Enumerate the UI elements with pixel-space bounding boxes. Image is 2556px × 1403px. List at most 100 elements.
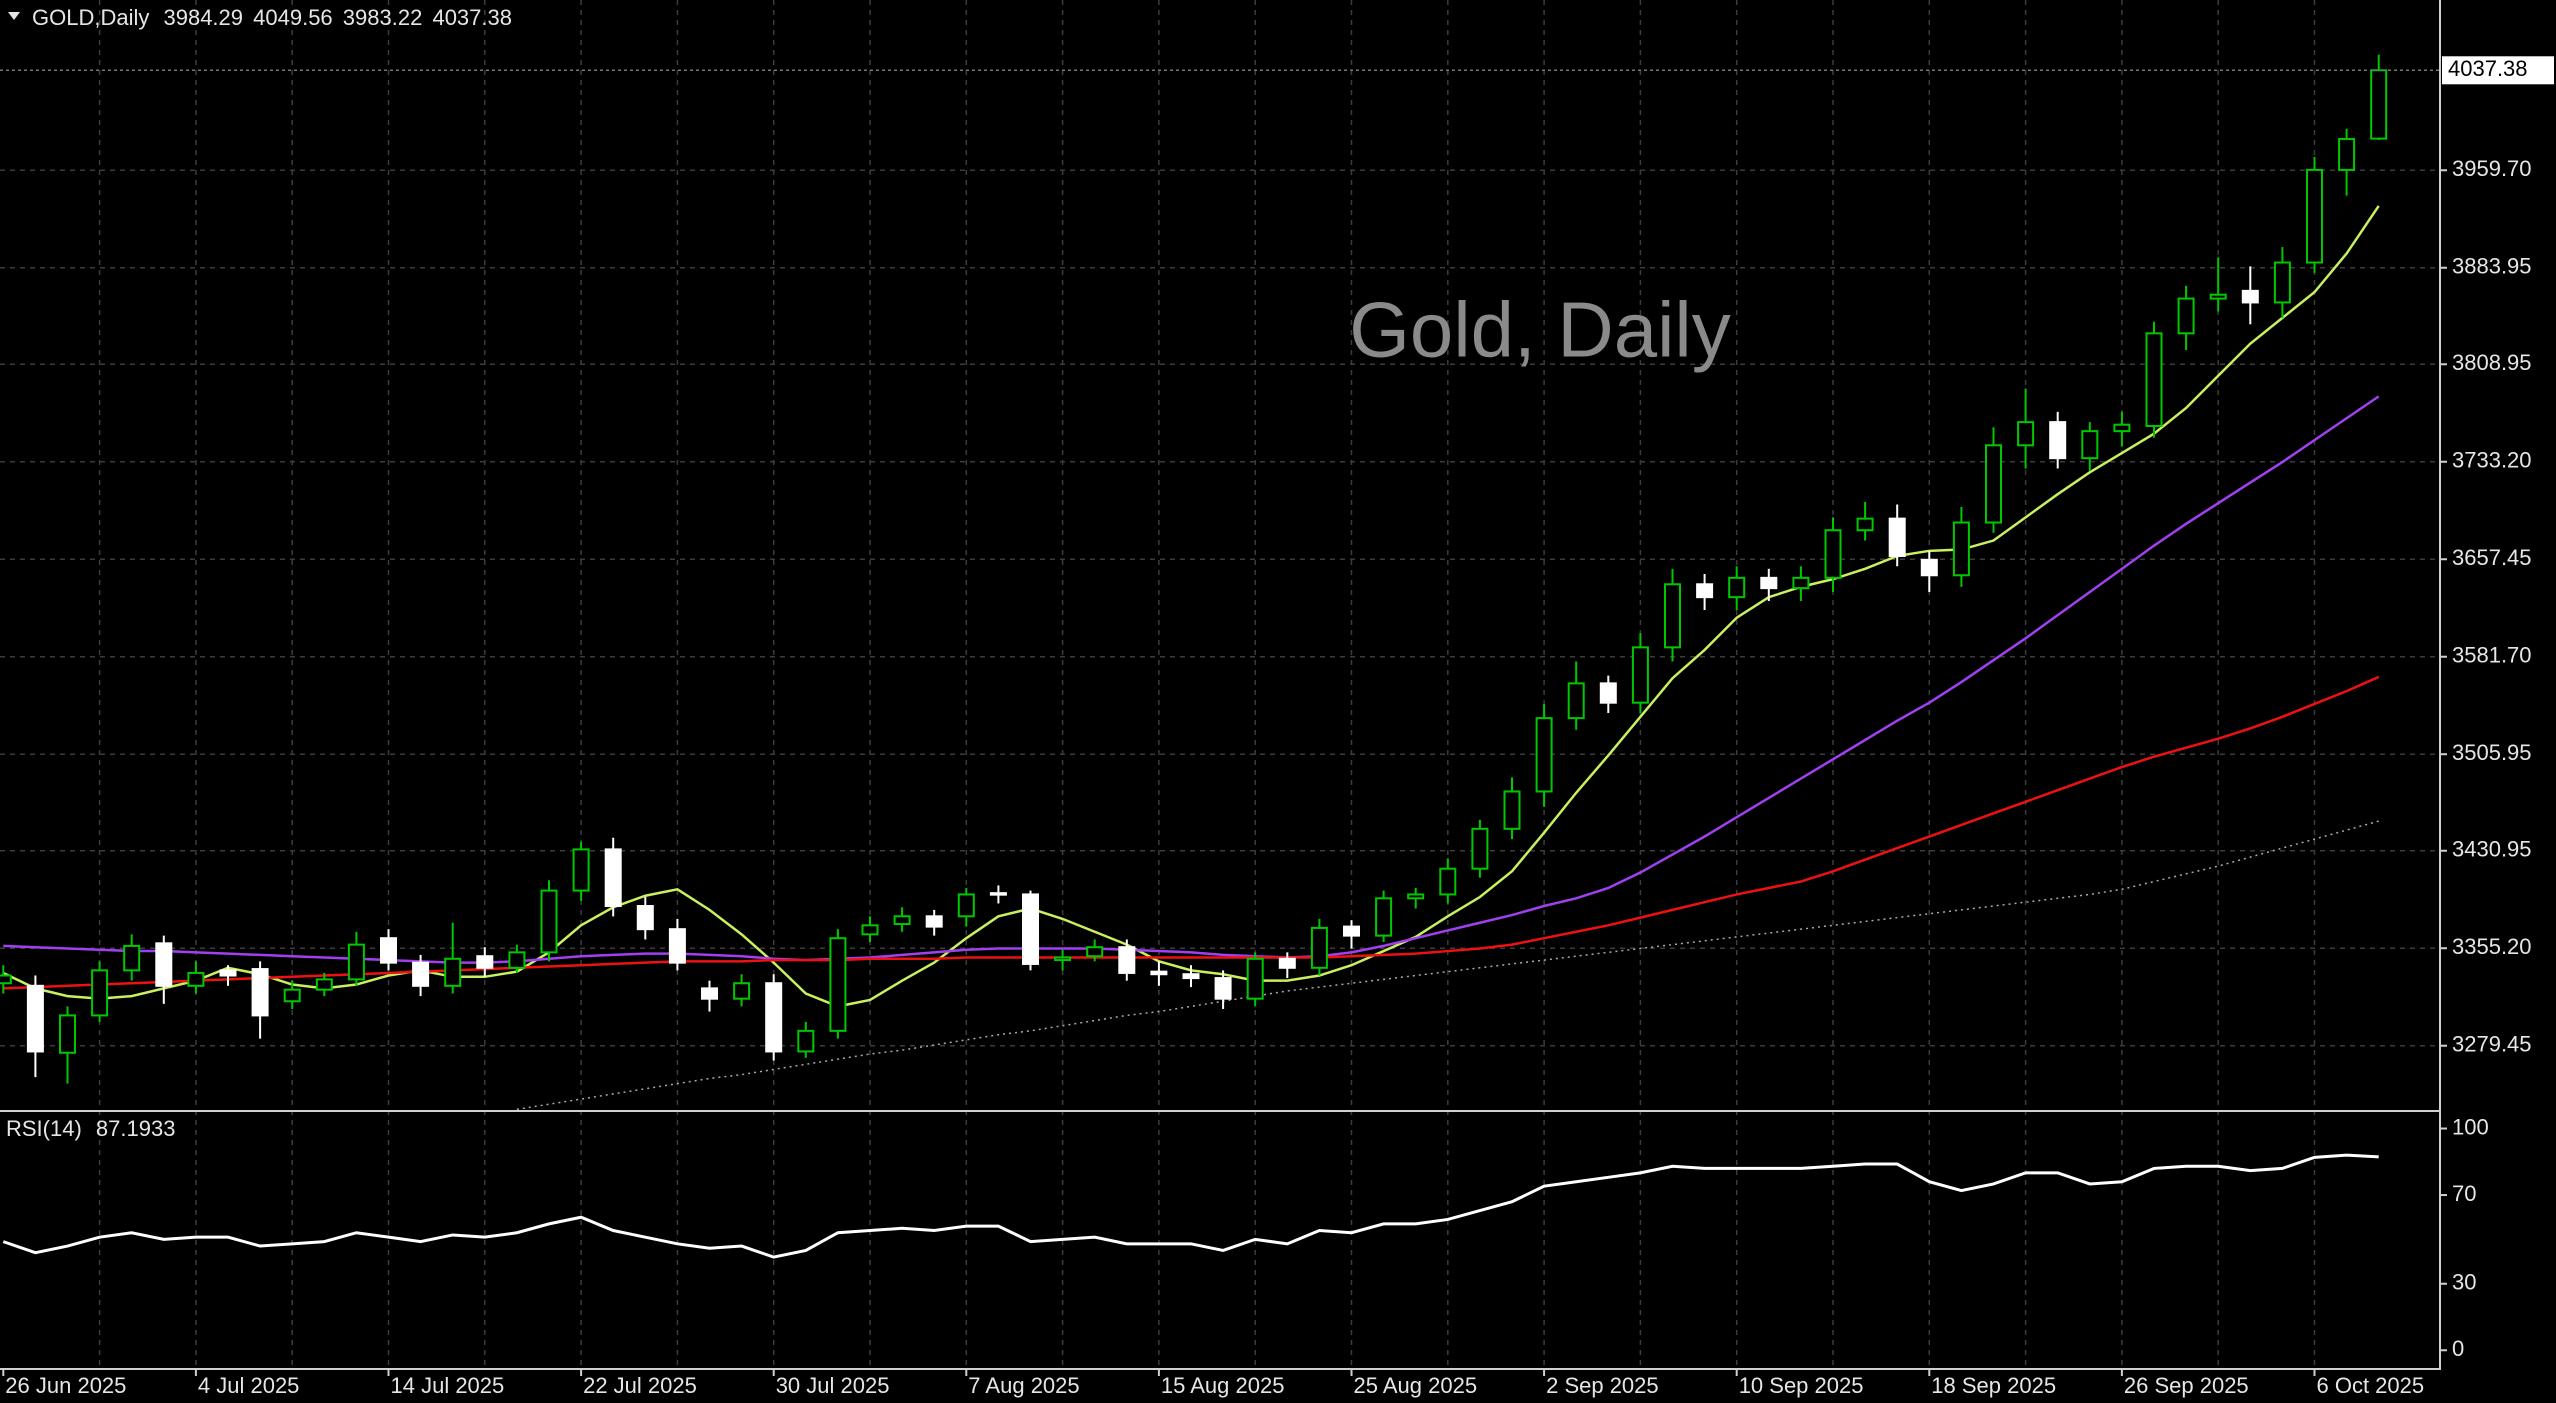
candle-body (59, 1014, 76, 1054)
candle-body (412, 961, 430, 987)
y-tick-label: 30 (2452, 1270, 2476, 1295)
candle-body (2113, 423, 2131, 433)
candle-body (508, 951, 526, 969)
candle-body (1054, 956, 1072, 962)
candle-body (380, 937, 397, 964)
candle-body (1631, 646, 1649, 704)
candle-body (1535, 717, 1553, 793)
y-tick-label: 3279.45 (2452, 1032, 2532, 1057)
x-tick-label: 7 Aug 2025 (968, 1373, 1079, 1398)
candle-body (1182, 973, 1200, 980)
x-tick-label: 22 Jul 2025 (583, 1373, 697, 1398)
candle-body (1792, 576, 1810, 590)
candle-body (1760, 576, 1778, 590)
y-tick-label: 3959.70 (2452, 156, 2532, 181)
candle-body (91, 969, 109, 1017)
x-tick-label: 18 Sep 2025 (1931, 1373, 2056, 1398)
candle-body (0, 974, 12, 985)
candle-body (604, 848, 622, 908)
candle-body (1118, 946, 1136, 974)
y-tick-label: 3883.95 (2452, 254, 2532, 279)
candle-body (2209, 293, 2227, 300)
candle-body (315, 978, 333, 991)
candle-body (2273, 261, 2291, 304)
candle-body (957, 893, 975, 918)
header: GOLD,Daily 3984.29 4049.56 3983.22 4037.… (32, 5, 512, 30)
menu-triangle[interactable] (8, 12, 20, 20)
y-tick-label: 3355.20 (2452, 934, 2532, 959)
candle-body (2241, 289, 2259, 304)
x-tick-label: 14 Jul 2025 (391, 1373, 505, 1398)
candle-body (636, 905, 654, 931)
watermark: Gold, Daily (1349, 286, 1730, 374)
candle-body (1022, 893, 1039, 965)
candle-body (1599, 682, 1617, 704)
y-tick-label: 3505.95 (2452, 740, 2532, 765)
rsi-header: RSI(14) 87.1933 (6, 1116, 175, 1141)
header-close: 4037.38 (432, 5, 512, 30)
y-tick-label: 70 (2452, 1181, 2476, 1206)
rsi-current: 87.1933 (96, 1116, 176, 1141)
candle-body (251, 968, 269, 1017)
candle-body (26, 984, 44, 1053)
candle-body (2081, 430, 2099, 460)
candle-body (1856, 517, 1874, 532)
x-tick-label: 26 Jun 2025 (5, 1373, 126, 1398)
candle-body (1343, 925, 1360, 937)
candle-body (347, 943, 365, 981)
candle-body (476, 955, 494, 969)
header-high: 4049.56 (253, 5, 333, 30)
x-tick-label: 26 Sep 2025 (2124, 1373, 2249, 1398)
price-tag (2442, 56, 2554, 85)
candle-body (1567, 682, 1585, 720)
candle-body (989, 892, 1007, 896)
candle-body (155, 942, 173, 987)
y-tick-label: 0 (2452, 1336, 2464, 1361)
candle-body (765, 982, 783, 1053)
x-tick-label: 15 Aug 2025 (1161, 1373, 1285, 1398)
candle-body (1985, 444, 2002, 524)
y-tick-label: 100 (2452, 1114, 2489, 1139)
candle-body (733, 982, 751, 1000)
price-tag-label: 4037.38 (2448, 56, 2528, 81)
line (3, 395, 2380, 964)
candle-body (2017, 421, 2035, 447)
candle-body (861, 924, 879, 936)
candle-body (1824, 529, 1842, 579)
x-tick-label: 4 Jul 2025 (198, 1373, 300, 1398)
candle-body (2049, 421, 2067, 460)
candle-body (925, 915, 943, 928)
header-low: 3983.22 (343, 5, 423, 30)
candle-body (2145, 332, 2163, 427)
rsi-title: RSI(14) (6, 1116, 82, 1141)
candle-body (1278, 957, 1296, 969)
x-tick-label: 30 Jul 2025 (776, 1373, 890, 1398)
y-tick-label: 3430.95 (2452, 837, 2532, 862)
y-tick-label: 3733.20 (2452, 448, 2532, 473)
symbol: GOLD,Daily (32, 5, 149, 30)
candle-body (668, 928, 686, 964)
candle-body (1375, 897, 1393, 937)
x-tick-label: 2 Sep 2025 (1546, 1373, 1659, 1398)
candle-body (123, 944, 141, 972)
candle-body (1664, 583, 1681, 649)
candle-body (797, 1029, 815, 1053)
candle-body (540, 889, 558, 954)
candle-body (2306, 168, 2323, 264)
candle-body (1696, 583, 1714, 599)
candle-body (2370, 69, 2388, 140)
candle-body (2177, 297, 2195, 335)
candle-body (701, 987, 718, 1000)
x-tick-label: 6 Oct 2025 (2317, 1373, 2425, 1398)
candle-body (1471, 827, 1489, 870)
candle-body (1920, 558, 1938, 577)
header-open: 3984.29 (163, 5, 243, 30)
y-tick-label: 3657.45 (2452, 545, 2532, 570)
candle-body (1407, 893, 1425, 900)
rsi-plot (2, 1153, 2379, 1259)
candle-body (1214, 977, 1232, 1000)
candle-body (1246, 957, 1264, 1000)
x-tick-label: 10 Sep 2025 (1739, 1373, 1864, 1398)
x-tick-label: 25 Aug 2025 (1354, 1373, 1478, 1398)
